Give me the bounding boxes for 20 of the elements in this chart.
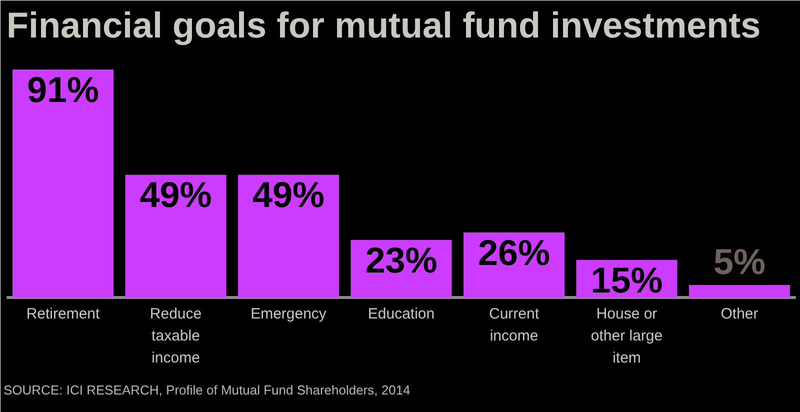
x-tick-label: Education xyxy=(368,306,435,322)
data-label: 23% xyxy=(365,239,438,280)
x-tick-label: Emergency xyxy=(250,306,327,322)
x-tick-label: Retirement xyxy=(26,306,101,322)
data-label: 15% xyxy=(590,259,663,300)
data-label: 49% xyxy=(140,174,212,216)
data-label: 49% xyxy=(252,174,325,216)
bar xyxy=(125,174,226,298)
x-tick-label: House or other large item xyxy=(590,306,663,367)
x-tick-label: Reduce taxable income xyxy=(150,306,202,367)
data-label: 91% xyxy=(26,69,100,110)
bar xyxy=(688,284,790,298)
x-tick-label: Other xyxy=(720,306,758,322)
data-label: 5% xyxy=(713,240,766,282)
x-tick-label: Current income xyxy=(488,306,540,345)
source-note: SOURCE: ICI RESEARCH, Profile of Mutual Fund Shareholders, 2014 xyxy=(4,382,410,398)
bar xyxy=(238,174,340,298)
data-label: 26% xyxy=(478,232,550,273)
bar xyxy=(12,70,114,298)
chart-title: Financial goals for mutual fund investments xyxy=(6,4,761,46)
